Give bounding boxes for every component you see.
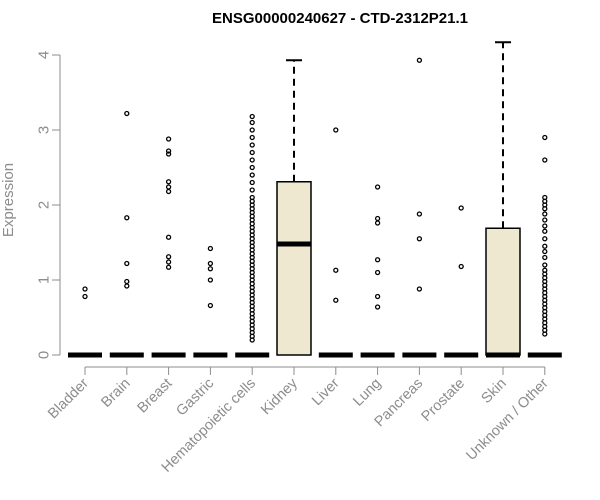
outlier-point <box>82 286 88 292</box>
outlier-point <box>249 179 255 186</box>
outlier-point <box>165 184 172 190</box>
iqr-box <box>276 181 312 356</box>
outlier-point <box>207 245 214 252</box>
x-tick-label: Skin <box>479 376 510 407</box>
box-breast <box>151 136 186 358</box>
outlier-point <box>416 236 423 242</box>
outlier-point <box>249 157 255 163</box>
x-tick-label: Kidney <box>258 375 301 418</box>
outlier-point <box>542 157 548 163</box>
outlier-point <box>249 127 255 133</box>
x-tick-label: Bladder <box>45 375 92 422</box>
x-tick-label: Brain <box>98 376 133 411</box>
box-hematopoietic-cells <box>235 113 270 358</box>
outlier-point <box>374 215 381 222</box>
outlier-point <box>165 264 172 270</box>
outlier-point <box>165 259 172 265</box>
y-tick-label: 3 <box>36 126 53 134</box>
outlier-point <box>82 293 88 300</box>
box-brain <box>109 110 144 358</box>
outlier-point <box>458 263 464 270</box>
x-tick-label: Prostate <box>419 376 468 425</box>
outlier-point <box>165 151 172 157</box>
outlier-point <box>333 267 339 273</box>
x-tick-label: Breast <box>134 376 175 417</box>
outlier-point <box>249 113 255 120</box>
outlier-point <box>374 269 381 276</box>
outlier-point <box>207 260 214 267</box>
outlier-point <box>124 278 130 285</box>
outlier-point <box>374 184 381 190</box>
x-tick-label: Lung <box>350 376 384 410</box>
iqr-box <box>485 227 521 356</box>
outlier-point <box>416 211 423 217</box>
outlier-point <box>249 149 255 156</box>
outlier-point <box>165 234 172 240</box>
outlier-point <box>124 110 130 117</box>
outlier-point <box>542 236 548 242</box>
outlier-point <box>165 136 172 142</box>
outlier-point <box>416 57 423 63</box>
chart-title: ENSG00000240627 - CTD-2312P21.1 <box>212 10 468 27</box>
y-axis-label: Expression <box>0 163 17 237</box>
y-axis: 0 1 2 3 4 <box>36 51 61 359</box>
box-skin <box>485 41 521 358</box>
outlier-point <box>542 254 548 261</box>
outlier-point <box>542 211 548 217</box>
box-kidney <box>276 59 312 356</box>
outlier-point <box>542 267 548 273</box>
outlier-point <box>542 243 548 249</box>
outlier-point <box>249 194 255 201</box>
box-bladder <box>68 286 102 358</box>
outlier-point <box>165 254 172 260</box>
outlier-point <box>416 286 423 292</box>
box-pancreas <box>402 57 437 358</box>
outlier-point <box>165 179 172 185</box>
outlier-point <box>249 142 255 148</box>
outlier-point <box>542 223 548 229</box>
box-group <box>68 41 562 358</box>
y-tick-label: 1 <box>36 276 53 284</box>
outlier-point <box>542 228 548 234</box>
outlier-point <box>374 220 381 226</box>
outlier-point <box>124 260 130 267</box>
outlier-point <box>542 248 548 255</box>
outlier-point <box>249 172 255 178</box>
box-lung <box>360 184 395 358</box>
outlier-point <box>124 215 130 221</box>
outlier-point <box>374 304 381 310</box>
outlier-point <box>542 262 548 268</box>
box-prostate <box>444 205 479 358</box>
box-gastric <box>193 245 228 358</box>
y-tick-label: 4 <box>36 51 53 59</box>
outlier-point <box>207 277 214 283</box>
x-tick-label: Liver <box>309 375 343 409</box>
outlier-point <box>458 205 464 211</box>
outlier-point <box>124 283 130 289</box>
outlier-point <box>374 293 381 300</box>
outlier-point <box>542 217 548 223</box>
y-tick-label: 2 <box>36 201 53 209</box>
outlier-point <box>249 134 255 141</box>
box-liver <box>318 127 353 358</box>
outlier-point <box>207 266 214 272</box>
outlier-point <box>374 257 381 263</box>
outlier-point <box>249 164 255 171</box>
y-tick-label: 0 <box>36 351 53 359</box>
outlier-point <box>249 119 255 126</box>
outlier-point <box>165 188 172 195</box>
outlier-point <box>249 187 255 193</box>
outlier-point <box>333 127 339 133</box>
box-unknown-other <box>527 134 562 358</box>
outlier-point <box>542 194 548 201</box>
outlier-point <box>333 297 339 303</box>
outlier-point <box>165 148 172 154</box>
outlier-point <box>207 302 214 309</box>
outlier-point <box>542 134 548 141</box>
